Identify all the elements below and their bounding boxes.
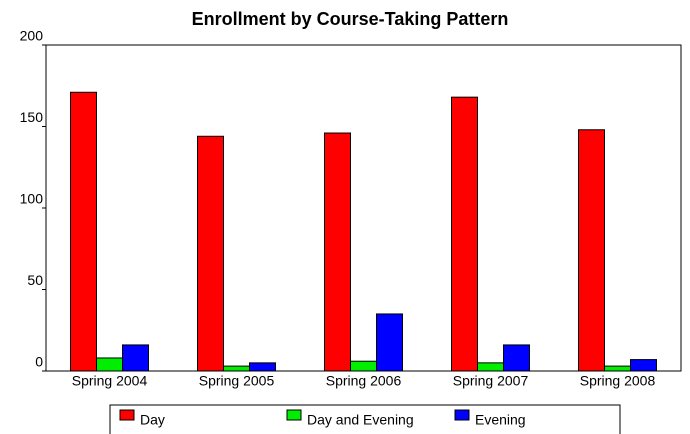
- y-tick-label: 50: [27, 272, 43, 288]
- legend-label: Day and Evening: [307, 412, 414, 428]
- y-tick-label: 200: [20, 28, 44, 44]
- legend-swatch: [454, 409, 470, 421]
- bar: [503, 344, 530, 372]
- bar: [249, 362, 276, 372]
- bar: [578, 129, 605, 372]
- bar: [324, 132, 351, 372]
- y-tick-label: 0: [35, 354, 43, 370]
- x-tick-label: Spring 2004: [72, 373, 148, 389]
- chart-title: Enrollment by Course-Taking Pattern: [192, 9, 509, 29]
- x-tick-label: Spring 2007: [453, 373, 529, 389]
- bar: [122, 344, 149, 372]
- legend-label: Evening: [475, 412, 526, 428]
- bar: [477, 362, 504, 372]
- bar: [223, 365, 250, 372]
- x-tick-label: Spring 2005: [199, 373, 275, 389]
- bar: [197, 135, 224, 372]
- y-tick-label: 100: [20, 191, 44, 207]
- x-tick-label: Spring 2008: [580, 373, 656, 389]
- x-tick-label: Spring 2006: [326, 373, 402, 389]
- legend-frame: [109, 404, 621, 434]
- bar: [70, 91, 97, 372]
- legend-swatch: [119, 409, 135, 421]
- bar: [630, 359, 657, 372]
- bar: [96, 357, 123, 372]
- bar: [451, 96, 478, 372]
- bar: [604, 365, 631, 372]
- bar: [376, 313, 403, 372]
- legend-label: Day: [140, 412, 165, 428]
- bar: [350, 360, 377, 372]
- y-tick-label: 150: [20, 109, 44, 125]
- legend-swatch: [286, 409, 302, 421]
